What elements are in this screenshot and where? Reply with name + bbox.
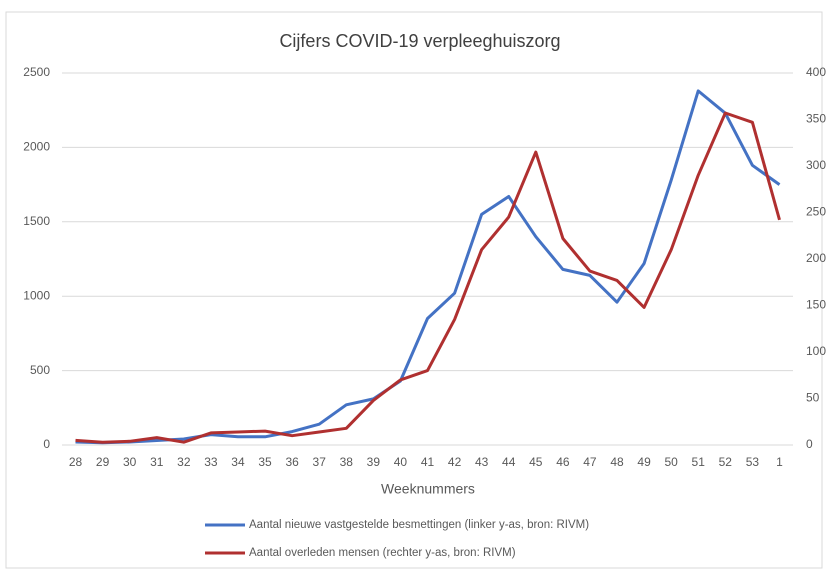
y-tick-label: 500	[30, 363, 50, 377]
y2-tick-label: 0	[806, 437, 813, 451]
x-axis-title: Weeknummers	[381, 481, 475, 497]
chart-title: Cijfers COVID-19 verpleeghuiszorg	[279, 31, 560, 51]
x-tick-label: 42	[448, 455, 462, 469]
x-tick-label: 1	[776, 455, 783, 469]
x-tick-label: 32	[177, 455, 191, 469]
x-tick-label: 49	[637, 455, 651, 469]
x-tick-label: 45	[529, 455, 543, 469]
x-tick-label: 52	[719, 455, 733, 469]
y2-tick-label: 400	[806, 65, 826, 79]
x-tick-label: 30	[123, 455, 137, 469]
x-tick-label: 28	[69, 455, 83, 469]
x-tick-label: 37	[313, 455, 327, 469]
x-tick-label: 35	[258, 455, 272, 469]
x-tick-label: 43	[475, 455, 489, 469]
y2-tick-label: 150	[806, 298, 826, 312]
x-tick-label: 36	[285, 455, 299, 469]
x-tick-label: 53	[746, 455, 760, 469]
y-tick-label: 0	[43, 437, 50, 451]
y2-tick-label: 100	[806, 344, 826, 358]
y2-tick-label: 50	[806, 391, 820, 405]
x-tick-label: 51	[692, 455, 706, 469]
y2-tick-label: 200	[806, 251, 826, 265]
x-tick-label: 48	[610, 455, 624, 469]
chart-frame	[5, 11, 823, 569]
legend-label: Aantal overleden mensen (rechter y-as, b…	[249, 547, 516, 559]
x-tick-label: 47	[583, 455, 597, 469]
x-tick-label: 39	[367, 455, 381, 469]
y-tick-label: 2000	[23, 140, 50, 154]
x-tick-label: 33	[204, 455, 218, 469]
y-tick-label: 2500	[23, 65, 50, 79]
x-tick-label: 41	[421, 455, 435, 469]
legend-label: Aantal nieuwe vastgestelde besmettingen …	[249, 519, 589, 531]
x-tick-label: 40	[394, 455, 408, 469]
y-tick-label: 1000	[23, 288, 50, 302]
x-tick-label: 34	[231, 455, 245, 469]
x-tick-label: 31	[150, 455, 164, 469]
y2-tick-label: 250	[806, 205, 826, 219]
x-tick-label: 46	[556, 455, 570, 469]
y2-tick-label: 300	[806, 158, 826, 172]
series-line	[75, 111, 781, 444]
x-tick-label: 50	[664, 455, 678, 469]
y-tick-label: 1500	[23, 214, 50, 228]
x-tick-label: 38	[340, 455, 354, 469]
x-tick-label: 44	[502, 455, 516, 469]
y2-tick-label: 350	[806, 112, 826, 126]
x-tick-label: 29	[96, 455, 110, 469]
